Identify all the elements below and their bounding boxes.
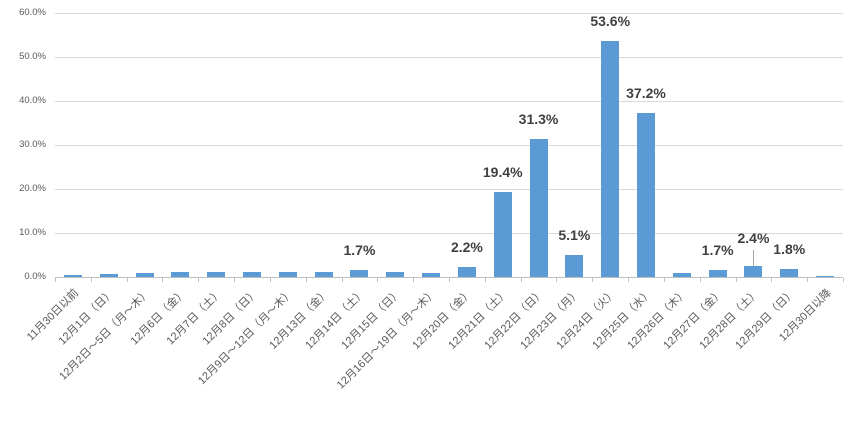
x-axis-tick (771, 278, 773, 282)
data-label: 19.4% (482, 164, 523, 180)
y-gridline (55, 101, 843, 102)
x-axis-line (55, 277, 843, 278)
y-axis-tick-label: 60.0% (19, 7, 46, 18)
bar (457, 267, 476, 277)
bar (99, 274, 118, 277)
bar (708, 270, 727, 277)
y-axis-tick-label: 50.0% (19, 51, 46, 62)
bar (63, 275, 82, 277)
bar (350, 270, 369, 277)
data-label: 1.7% (701, 242, 734, 258)
bar (493, 192, 512, 277)
data-label: 1.8% (773, 241, 806, 257)
y-gridline (55, 57, 843, 58)
x-axis-tick (305, 278, 307, 282)
bar (243, 272, 261, 277)
y-gridline (55, 189, 843, 190)
x-axis-tick (126, 278, 128, 282)
bar (816, 276, 835, 277)
bar (565, 255, 584, 277)
x-axis-tick (484, 278, 486, 282)
y-gridline (55, 13, 843, 14)
y-axis-tick-label: 40.0% (19, 95, 46, 106)
bar (601, 41, 620, 277)
bar (171, 272, 190, 277)
y-axis-tick-label: 20.0% (19, 183, 46, 194)
bar (135, 273, 154, 277)
x-axis-tick (449, 278, 450, 282)
x-axis-tick (413, 278, 415, 282)
y-axis-tick-label: 0.0% (24, 271, 46, 282)
data-label-leader-line (753, 250, 755, 266)
x-axis-tick (162, 278, 164, 282)
bar (744, 266, 763, 277)
bar (529, 139, 548, 277)
x-axis-tick (663, 278, 665, 282)
bar (637, 113, 655, 277)
x-axis-tick (807, 278, 809, 282)
x-axis-tick (556, 278, 558, 282)
data-label: 2.2% (450, 239, 483, 255)
bar (422, 273, 441, 277)
bar (314, 272, 333, 277)
x-axis-tick (699, 278, 701, 282)
bar (780, 269, 799, 277)
x-axis-tick (198, 278, 200, 282)
data-label: 1.7% (343, 242, 376, 258)
data-label: 53.6% (590, 13, 631, 29)
y-gridline (55, 145, 843, 146)
x-axis-tick (628, 278, 630, 282)
data-label: 5.1% (558, 227, 591, 243)
x-axis-tick (269, 278, 271, 282)
data-label: 2.4% (737, 230, 770, 246)
y-axis-tick-label: 30.0% (19, 139, 46, 150)
x-axis-tick (234, 278, 236, 282)
x-axis-tick (735, 278, 737, 282)
bar (386, 272, 405, 277)
data-label: 37.2% (626, 85, 666, 101)
x-axis-tick (90, 278, 92, 282)
y-gridline (55, 233, 843, 234)
x-axis-tick (843, 278, 844, 282)
x-axis-tick (592, 278, 594, 282)
bar (278, 272, 297, 277)
x-axis-tick (55, 278, 56, 282)
x-axis-tick (377, 278, 379, 282)
data-label: 31.3% (518, 111, 559, 127)
y-axis-tick-label: 10.0% (19, 227, 46, 238)
bar (672, 273, 691, 277)
x-axis-tick (520, 278, 522, 282)
x-axis-tick (341, 278, 343, 282)
bar (207, 272, 226, 277)
